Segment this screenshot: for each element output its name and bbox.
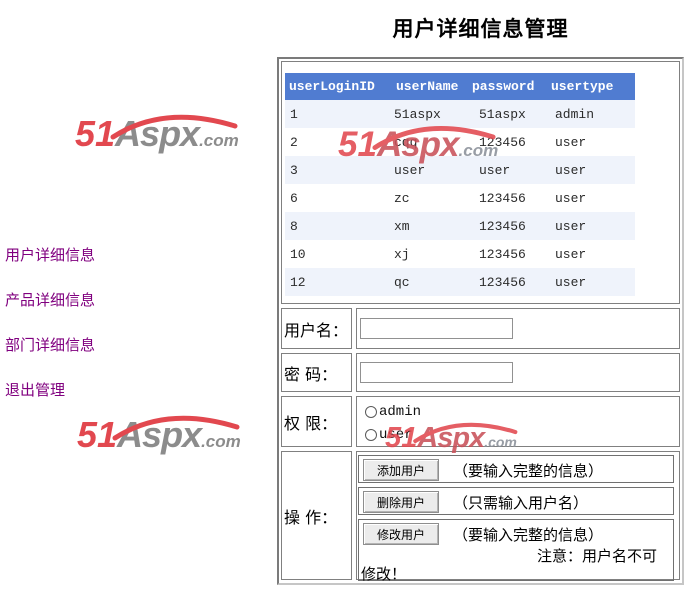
51aspx-watermark: 51Aspx.com bbox=[338, 125, 499, 164]
delete-user-button[interactable]: 删除用户 bbox=[363, 491, 439, 513]
logo-aspx: Aspx bbox=[376, 125, 460, 164]
table-cell: user bbox=[548, 184, 635, 212]
password-value-cell bbox=[356, 353, 680, 392]
table-row: 12 qc 123456 user bbox=[285, 268, 635, 296]
delete-user-box: 删除用户 （只需输入用户名） bbox=[358, 487, 674, 515]
table-cell: 123456 bbox=[468, 268, 548, 296]
51aspx-logo: 51Aspx.com bbox=[77, 414, 241, 455]
table-cell: user bbox=[548, 156, 635, 184]
operations-label: 操 作： bbox=[281, 451, 352, 580]
delete-user-hint: （只需输入用户名） bbox=[453, 493, 589, 512]
radio-icon[interactable] bbox=[365, 405, 377, 418]
table-cell: xm bbox=[393, 212, 468, 240]
add-user-hint: （要输入完整的信息） bbox=[453, 461, 604, 480]
password-input[interactable] bbox=[360, 362, 513, 383]
table-cell: user bbox=[548, 128, 635, 156]
add-user-box: 添加用户 （要输入完整的信息） bbox=[358, 455, 674, 483]
table-row: 6 zc 123456 user bbox=[285, 184, 635, 212]
logo-com: .com bbox=[484, 434, 517, 450]
table-cell: user bbox=[548, 240, 635, 268]
logo-51: 51 bbox=[385, 422, 418, 454]
col-usertype: usertype bbox=[548, 73, 635, 100]
table-cell: qc bbox=[393, 268, 468, 296]
user-table-body: 1 51aspx 51aspx admin 2 cqq 123456 user 3 user use… bbox=[285, 100, 635, 296]
logo-aspx: Aspx bbox=[117, 414, 202, 455]
table-cell: 8 bbox=[285, 212, 393, 240]
note-line1: 注意：用户名不可 bbox=[536, 547, 657, 565]
table-row: 8 xm 123456 user bbox=[285, 212, 635, 240]
password-row: 密 码： bbox=[281, 353, 680, 392]
user-table: userLoginID userName password usertype 1… bbox=[285, 73, 635, 296]
password-label: 密 码： bbox=[281, 353, 352, 392]
radio-icon[interactable] bbox=[365, 428, 377, 441]
role-value-cell: admin user bbox=[356, 396, 680, 447]
modify-user-hint: （要输入完整的信息） bbox=[453, 525, 604, 544]
logo-com: .com bbox=[201, 432, 241, 451]
table-cell: 123456 bbox=[468, 184, 548, 212]
table-cell: 3 bbox=[285, 156, 393, 184]
logo-com: .com bbox=[458, 141, 499, 160]
table-cell: 51aspx bbox=[393, 100, 468, 128]
logo-51: 51 bbox=[75, 113, 116, 154]
radio-label-admin: admin bbox=[379, 403, 422, 420]
logo-aspx: Aspx bbox=[417, 422, 485, 454]
sidebar-link-logout[interactable]: 退出管理 bbox=[5, 381, 66, 399]
table-cell: user bbox=[548, 212, 635, 240]
table-row: 3 user user user bbox=[285, 156, 635, 184]
content-panel: userLoginID userName password usertype 1… bbox=[277, 57, 684, 585]
modify-user-box: 修改用户 （要输入完整的信息） 注意：用户名不可 修改！ bbox=[358, 519, 674, 583]
role-row: 权 限： admin user bbox=[281, 396, 680, 447]
sidebar-link-user-info[interactable]: 用户详细信息 bbox=[5, 246, 96, 264]
radio-option-user[interactable]: user bbox=[365, 423, 679, 446]
51aspx-watermark: 51Aspx.com bbox=[385, 422, 518, 454]
operations-value-cell: 添加用户 （要输入完整的信息） 删除用户 （只需输入用户名） 修改用户 （要输入… bbox=[356, 451, 680, 583]
table-cell: user bbox=[548, 268, 635, 296]
radio-option-admin[interactable]: admin bbox=[365, 400, 679, 423]
table-cell: 1 bbox=[285, 100, 393, 128]
modify-user-button[interactable]: 修改用户 bbox=[363, 523, 439, 545]
51aspx-logo: 51Aspx.com bbox=[75, 113, 239, 154]
col-username: userName bbox=[393, 73, 468, 100]
table-cell: 123456 bbox=[468, 212, 548, 240]
table-cell: 12 bbox=[285, 268, 393, 296]
table-cell: user bbox=[468, 156, 548, 184]
logo-51: 51 bbox=[338, 125, 377, 164]
table-cell: 6 bbox=[285, 184, 393, 212]
table-cell: 51aspx bbox=[468, 100, 548, 128]
sidebar-link-department-info[interactable]: 部门详细信息 bbox=[5, 336, 96, 354]
sidebar-link-product-info[interactable]: 产品详细信息 bbox=[5, 291, 96, 309]
col-password: password bbox=[468, 73, 548, 100]
logo-51: 51 bbox=[77, 414, 118, 455]
table-cell: xj bbox=[393, 240, 468, 268]
add-user-button[interactable]: 添加用户 bbox=[363, 459, 439, 481]
col-userloginid: userLoginID bbox=[285, 73, 393, 100]
username-row: 用户名： bbox=[281, 308, 680, 349]
logo-com: .com bbox=[199, 131, 239, 150]
table-row: 1 51aspx 51aspx admin bbox=[285, 100, 635, 128]
table-cell: user bbox=[393, 156, 468, 184]
user-table-section: userLoginID userName password usertype 1… bbox=[281, 61, 680, 304]
logo-aspx: Aspx bbox=[115, 113, 200, 154]
username-input[interactable] bbox=[360, 318, 513, 339]
role-label: 权 限： bbox=[281, 396, 352, 447]
page-title: 用户详细信息管理 bbox=[392, 16, 569, 41]
table-cell: zc bbox=[393, 184, 468, 212]
table-header-row: userLoginID userName password usertype bbox=[285, 73, 635, 100]
table-row: 10 xj 123456 user bbox=[285, 240, 635, 268]
username-value-cell bbox=[356, 308, 680, 349]
table-cell: admin bbox=[548, 100, 635, 128]
note-line2: 修改！ bbox=[361, 565, 407, 583]
operations-row: 操 作： 添加用户 （要输入完整的信息） 删除用户 （只需输入用户名） 修改用户… bbox=[281, 451, 680, 583]
table-cell: 123456 bbox=[468, 240, 548, 268]
radio-label-user: user bbox=[379, 426, 413, 443]
table-cell: 10 bbox=[285, 240, 393, 268]
username-label: 用户名： bbox=[281, 308, 352, 349]
